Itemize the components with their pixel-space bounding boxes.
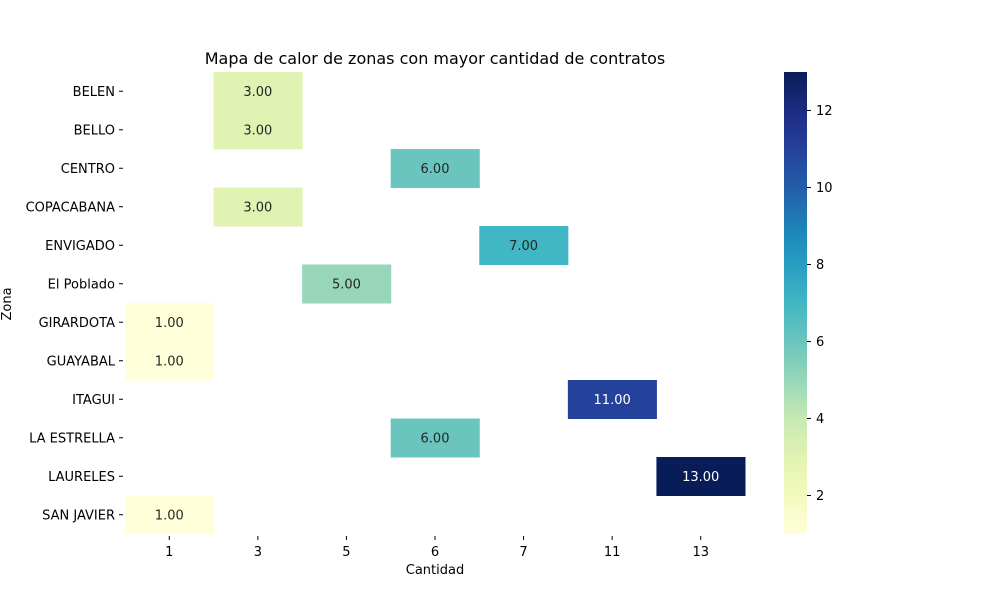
x-tick-label: 13 [692, 545, 709, 560]
y-tick-label: COPACABANA [26, 200, 115, 215]
cell-value-label: 6.00 [421, 431, 450, 446]
heatmap-cell [302, 264, 392, 304]
colorbar-tick-label: 12 [816, 104, 833, 119]
colorbar-tick-label: 6 [816, 335, 824, 350]
colorbar-tick-label: 2 [816, 489, 824, 504]
heatmap-cell [390, 149, 480, 188]
x-tick-label: 3 [254, 545, 262, 560]
x-tick-label: 11 [604, 545, 621, 560]
heatmap-cell [656, 457, 746, 496]
y-tick-label: GUAYABAL [47, 354, 116, 369]
cell-value-label: 1.00 [155, 354, 184, 369]
heatmap-cell [125, 303, 215, 342]
y-tick-label: GIRARDOTA [39, 316, 116, 331]
heatmap-cell [567, 380, 657, 419]
heatmap-cell [390, 418, 480, 458]
cell-value-label: 1.00 [155, 316, 184, 331]
cell-value-label: 11.00 [594, 393, 631, 408]
y-tick-label: LA ESTRELLA [29, 431, 115, 446]
y-tick-label: ENVIGADO [45, 239, 115, 254]
x-axis: 1 3 5 6 7 11 13 [165, 536, 709, 560]
y-tick-label: BELEN [73, 85, 115, 100]
cell-value-label: 3.00 [243, 85, 272, 100]
cell-value-label: 6.00 [421, 162, 450, 177]
x-tick-label: 7 [519, 545, 527, 560]
chart-title: Mapa de calor de zonas con mayor cantida… [205, 49, 666, 68]
heatmap-cell [213, 187, 303, 227]
y-axis: BELEN BELLO CENTRO COPACABANA ENVIGADO El Pob… [26, 85, 123, 523]
x-tick-label: 5 [342, 545, 350, 560]
heatmap-cell [213, 110, 303, 150]
cell-value-label: 5.00 [332, 277, 361, 292]
colorbar-tick-label: 10 [816, 181, 833, 196]
heatmap-cell [213, 72, 303, 111]
cell-value-label: 13.00 [682, 470, 719, 485]
y-tick-label: SAN JAVIER [42, 508, 115, 523]
colorbar-tick-label: 8 [816, 258, 824, 273]
cell-value-label: 3.00 [243, 200, 272, 215]
y-tick-label: LAURELES [48, 470, 115, 485]
colorbar: 2 4 6 8 10 12 [784, 72, 833, 534]
cell-value-label: 7.00 [509, 239, 538, 254]
x-tick-label: 6 [431, 545, 439, 560]
x-tick-label: 1 [165, 545, 173, 560]
y-tick-label: BELLO [74, 123, 115, 138]
colorbar-tick-label: 4 [816, 412, 824, 427]
y-axis-label: Zona [0, 287, 15, 320]
colorbar-gradient [784, 72, 807, 534]
y-tick-label: CENTRO [61, 162, 115, 177]
x-axis-label: Cantidad [406, 563, 464, 578]
cell-value-label: 1.00 [155, 508, 184, 523]
heatmap-cells: 3.00 3.00 6.00 3.00 7.00 5.00 1.00 1.00 11.00 6.0… [125, 72, 746, 535]
y-tick-label: ITAGUI [72, 393, 115, 408]
heatmap-cell [479, 226, 569, 265]
cell-value-label: 3.00 [243, 123, 272, 138]
heatmap-cell [125, 341, 215, 381]
heatmap-cell [125, 495, 215, 535]
y-tick-label: El Poblado [48, 277, 115, 292]
